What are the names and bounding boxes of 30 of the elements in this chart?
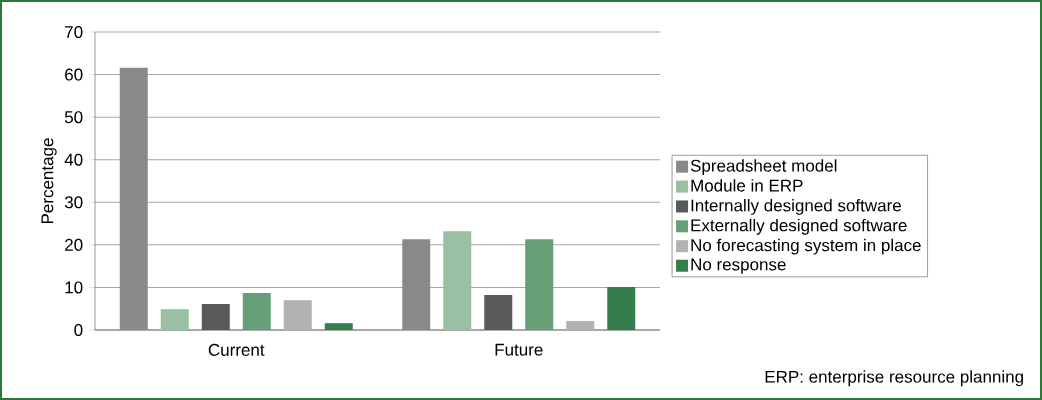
bar bbox=[324, 323, 353, 330]
legend-label: Module in ERP bbox=[691, 179, 803, 192]
y-tick-label: 50 bbox=[64, 111, 83, 124]
x-tick-label: Future bbox=[495, 343, 543, 356]
legend-label: No forecasting system in place bbox=[691, 238, 921, 255]
legend-label: Externally designed software bbox=[691, 218, 907, 235]
legend-label: Spreadsheet model bbox=[690, 159, 837, 176]
bar bbox=[402, 239, 431, 330]
legend-label: No response bbox=[691, 258, 786, 274]
y-tick-label: 30 bbox=[64, 196, 83, 209]
x-tick-label: Current bbox=[208, 343, 265, 356]
bar bbox=[283, 300, 312, 330]
y-tick-label: 0 bbox=[74, 323, 83, 337]
text: ERP: enterprise resource planning bbox=[765, 370, 1023, 387]
y-tick-label: 70 bbox=[65, 25, 83, 39]
bar bbox=[201, 304, 230, 330]
y-tick-label: 60 bbox=[65, 68, 83, 81]
y-axis-title: Percentage bbox=[41, 138, 57, 224]
y-tick-label: 10 bbox=[65, 281, 83, 294]
bar bbox=[119, 67, 148, 330]
bar bbox=[160, 309, 189, 330]
legend-label: Internally designed software bbox=[691, 199, 901, 215]
bar bbox=[484, 295, 513, 330]
bar bbox=[443, 231, 472, 330]
bar bbox=[607, 287, 636, 330]
y-tick-label: 40 bbox=[64, 153, 83, 166]
bar bbox=[566, 321, 595, 330]
bar bbox=[242, 292, 271, 330]
bar bbox=[525, 239, 554, 330]
y-tick-label: 20 bbox=[65, 238, 83, 251]
